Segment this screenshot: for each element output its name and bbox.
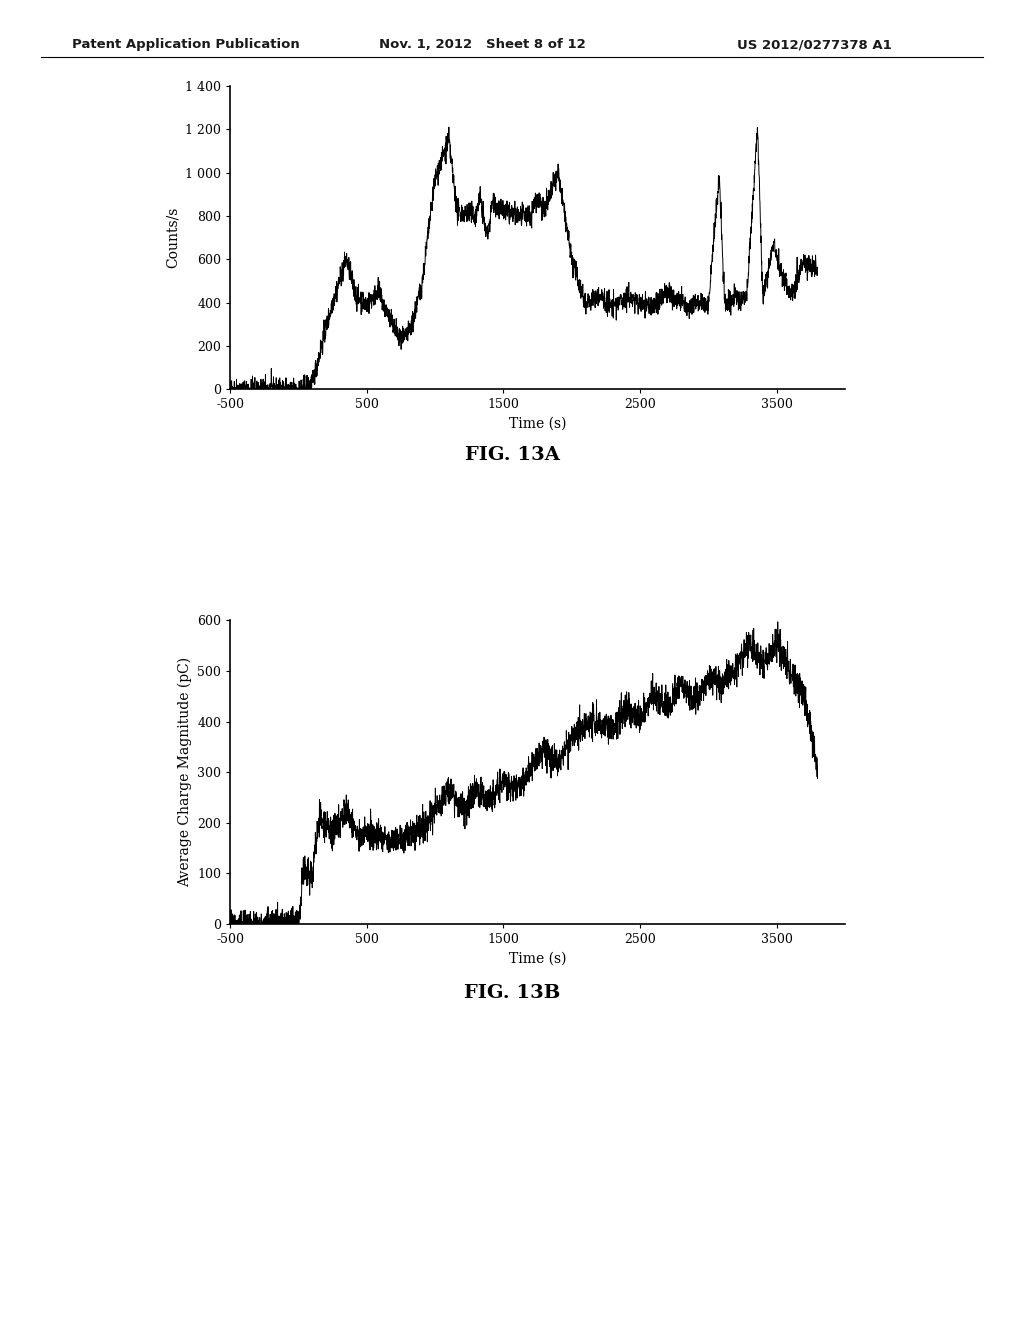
Text: US 2012/0277378 A1: US 2012/0277378 A1 — [737, 38, 892, 51]
X-axis label: Time (s): Time (s) — [509, 952, 566, 966]
Text: FIG. 13A: FIG. 13A — [465, 446, 559, 465]
Y-axis label: Counts/s: Counts/s — [166, 207, 180, 268]
Text: Patent Application Publication: Patent Application Publication — [72, 38, 299, 51]
Text: FIG. 13B: FIG. 13B — [464, 983, 560, 1002]
Y-axis label: Average Charge Magnitude (pC): Average Charge Magnitude (pC) — [177, 657, 191, 887]
X-axis label: Time (s): Time (s) — [509, 417, 566, 432]
Text: Nov. 1, 2012   Sheet 8 of 12: Nov. 1, 2012 Sheet 8 of 12 — [379, 38, 586, 51]
